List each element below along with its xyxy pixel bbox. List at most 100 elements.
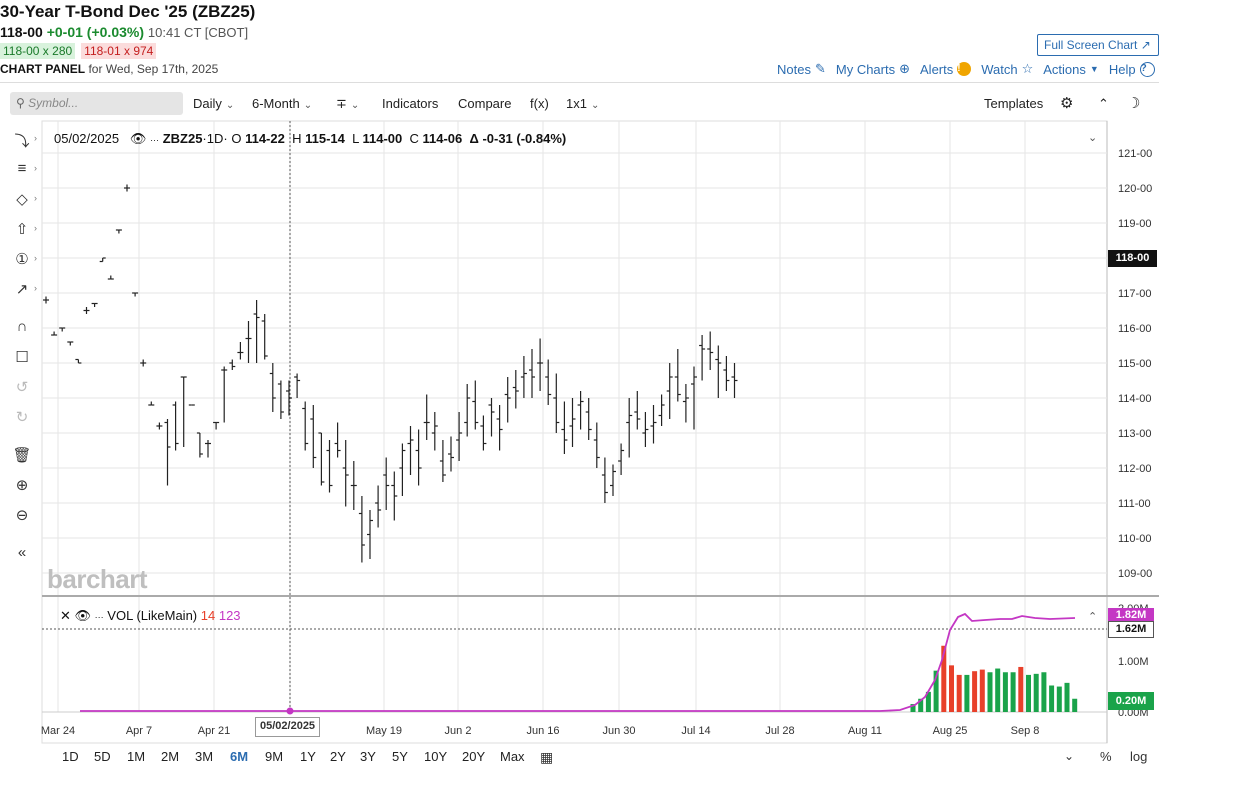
range-1d[interactable]: 1D [62, 749, 79, 764]
price-tick-label: 115-00 [1118, 358, 1151, 370]
volume-bar [964, 674, 970, 712]
range-5y[interactable]: 5Y [392, 749, 408, 764]
fx-button[interactable]: f(x) [530, 96, 549, 111]
help-link[interactable]: Help? [1109, 61, 1155, 77]
ohlc-bar [253, 300, 260, 363]
ohlc-bar [674, 349, 681, 402]
low-value: 114-00 [362, 131, 403, 146]
range-3y[interactable]: 3Y [360, 749, 376, 764]
alerts-link[interactable]: Alerts! [920, 61, 972, 77]
undo-icon[interactable]: ↺ [15, 379, 29, 396]
eye-icon[interactable]: 👁 [74, 608, 92, 623]
ohlc-bar [464, 384, 471, 437]
ohlc-bar [431, 412, 438, 451]
log-toggle[interactable]: log [1130, 749, 1148, 764]
volume-param-2: 123 [218, 608, 241, 623]
notes-link[interactable]: Notes ✎ [777, 61, 826, 77]
redo-icon[interactable]: ↻ [15, 409, 29, 426]
legend-interval: ·1D· [202, 131, 228, 146]
double-chevron-down-icon[interactable]: ⌄ [1064, 749, 1075, 763]
notes-label: Notes [777, 61, 811, 77]
ohlc-bar [326, 440, 333, 493]
range-1m[interactable]: 1M [127, 749, 146, 764]
magnet-icon[interactable]: ∩ [16, 318, 28, 335]
unlock-icon[interactable]: ☐ [15, 349, 29, 366]
date-tick-label: Apr 21 [198, 725, 230, 737]
range-2y[interactable]: 2Y [330, 749, 346, 764]
compare-button[interactable]: Compare [458, 96, 512, 111]
date-tick-label: Jul 28 [765, 725, 794, 737]
period-dropdown[interactable]: 6-Month ⌄ [252, 96, 312, 111]
ohlc-bar [545, 359, 552, 405]
watch-link[interactable]: Watch ☆ [981, 61, 1033, 77]
volume-bar [1056, 686, 1062, 712]
trendline-tool-icon[interactable]: ⤵ › [14, 133, 37, 150]
zoom-in-icon[interactable]: ⊕ [15, 477, 29, 494]
trash-icon[interactable]: 🗑 [12, 447, 32, 464]
collapse-up-icon[interactable]: ⌃ [1098, 96, 1109, 111]
more-dots-icon[interactable]: ··· [94, 612, 104, 622]
annotation-tool-icon[interactable]: ① › [15, 251, 37, 268]
ohlc-bar [229, 359, 236, 370]
ohlc-bar [302, 401, 309, 451]
actions-menu[interactable]: Actions ▼ [1043, 62, 1099, 77]
symbol-search-input[interactable]: ⚲ Symbol... [10, 92, 183, 115]
volume-collapse-icon[interactable]: ⌃ [1088, 611, 1098, 623]
zoom-out-icon[interactable]: ⊖ [15, 507, 29, 524]
range-6m[interactable]: 6M [230, 749, 249, 764]
my-charts-link[interactable]: My Charts ⊕ [836, 61, 910, 77]
templates-button[interactable]: Templates [984, 96, 1044, 111]
range-1y[interactable]: 1Y [300, 749, 316, 764]
dark-mode-moon-icon[interactable]: ☽ [1127, 95, 1141, 112]
fib-tool-icon[interactable]: ≡ › [17, 160, 37, 177]
more-dots-icon[interactable]: ··· [150, 135, 160, 145]
ohlc-bar [310, 405, 317, 468]
alerts-label: Alerts [920, 61, 954, 77]
indicators-button[interactable]: Indicators [382, 96, 439, 111]
quote-header: 30-Year T-Bond Dec '25 (ZBZ25) 118-00 +0… [0, 0, 1238, 82]
legend-collapse-icon[interactable]: ⌄ [1088, 132, 1098, 144]
range-10y[interactable]: 10Y [424, 749, 448, 764]
layout-dropdown[interactable]: 1x1 ⌄ [566, 96, 599, 111]
arrow-tool-icon[interactable]: ⇧ › [15, 221, 37, 238]
price-tick-label: 117-00 [1118, 288, 1151, 300]
ohlc-bar [537, 338, 544, 391]
shapes-tool-icon[interactable]: ◇ › [16, 191, 37, 208]
close-study-icon[interactable]: ✕ [60, 608, 71, 623]
eye-icon[interactable]: 👁 [129, 131, 147, 146]
range-20y[interactable]: 20Y [462, 749, 486, 764]
chart-toolbar: ⚲ Symbol... Daily ⌄ 6-Month ⌄ ∓ ⌄ Indicator… [0, 88, 1159, 120]
ohlc-bar [75, 358, 82, 364]
range-2m[interactable]: 2M [161, 749, 180, 764]
settings-gear-icon[interactable]: ⚙ [1060, 95, 1074, 112]
date-tick-label: Sep 8 [1011, 725, 1040, 737]
range-max[interactable]: Max [500, 749, 525, 764]
ohlc-bar [488, 398, 495, 437]
volume-tick-label: 1.00M [1118, 656, 1149, 668]
range-9m[interactable]: 9M [265, 749, 284, 764]
ohlc-bar [148, 401, 155, 406]
ohlc-bar [67, 341, 74, 346]
calendar-icon[interactable]: ▦ [540, 749, 554, 765]
layout-label: 1x1 [566, 96, 587, 111]
ohlc-bar [221, 366, 228, 423]
ohlc-bar [132, 292, 139, 297]
full-screen-button[interactable]: Full Screen Chart ↗ [1037, 34, 1159, 56]
range-selector: 1D 5D 1M 2M 3M 6M 9M 1Y 2Y 3Y 5Y 10Y 20Y Max [0, 745, 1159, 771]
collapse-sidebar-icon[interactable]: « [17, 544, 27, 561]
volume-bar [910, 704, 916, 712]
measure-tool-icon[interactable]: ↗ › [15, 281, 37, 298]
range-3m[interactable]: 3M [195, 749, 214, 764]
ohlc-bar [529, 349, 535, 398]
percent-toggle[interactable]: % [1100, 749, 1112, 764]
ohlc-bar [115, 229, 122, 234]
ohlc-bar [520, 356, 527, 398]
date-tick-label: Jun 16 [526, 725, 559, 737]
ohlc-bar [358, 496, 365, 563]
range-5d[interactable]: 5D [94, 749, 111, 764]
bar-type-dropdown[interactable]: ∓ ⌄ [336, 96, 359, 112]
ohlc-bar [286, 380, 292, 416]
ohlc-bar [196, 432, 203, 458]
interval-dropdown[interactable]: Daily ⌄ [193, 96, 234, 111]
my-charts-label: My Charts [835, 61, 896, 77]
